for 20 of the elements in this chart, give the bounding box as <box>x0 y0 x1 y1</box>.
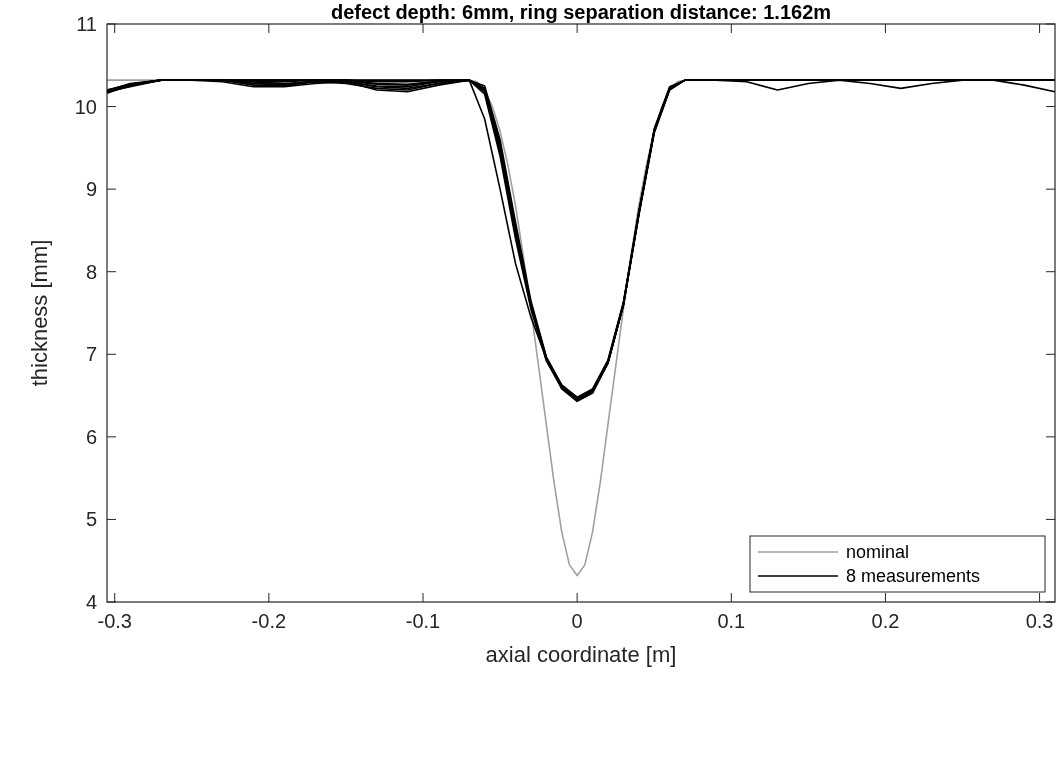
chart-title: defect depth: 6mm, ring separation distance: 1.162m <box>330 1 832 23</box>
x-tick-label: -0.2 <box>251 610 287 632</box>
y-tick-label: 6 <box>85 425 97 448</box>
x-tick-label: 0 <box>571 610 583 632</box>
legend-label: 8 measurements <box>846 566 981 587</box>
x-tick-label: 0.3 <box>1025 610 1054 632</box>
y-tick-label: 8 <box>85 260 97 283</box>
y-tick-label: 4 <box>85 591 97 613</box>
y-tick-label: 11 <box>76 13 97 35</box>
legend-label: nominal <box>846 542 910 563</box>
x-tick-label: 0.2 <box>871 610 900 632</box>
x-tick-label: -0.3 <box>97 610 132 632</box>
y-tick-label: 7 <box>85 343 97 366</box>
y-tick-label: 5 <box>85 508 97 531</box>
x-tick-label: -0.1 <box>405 610 441 632</box>
y-tick-label: 10 <box>74 95 97 118</box>
y-tick-label: 9 <box>85 178 97 201</box>
x-axis-title: axial coordinate [m] <box>485 642 677 667</box>
x-tick-label: 0.1 <box>717 610 746 632</box>
y-axis-title: thickness [mm] <box>27 239 52 387</box>
